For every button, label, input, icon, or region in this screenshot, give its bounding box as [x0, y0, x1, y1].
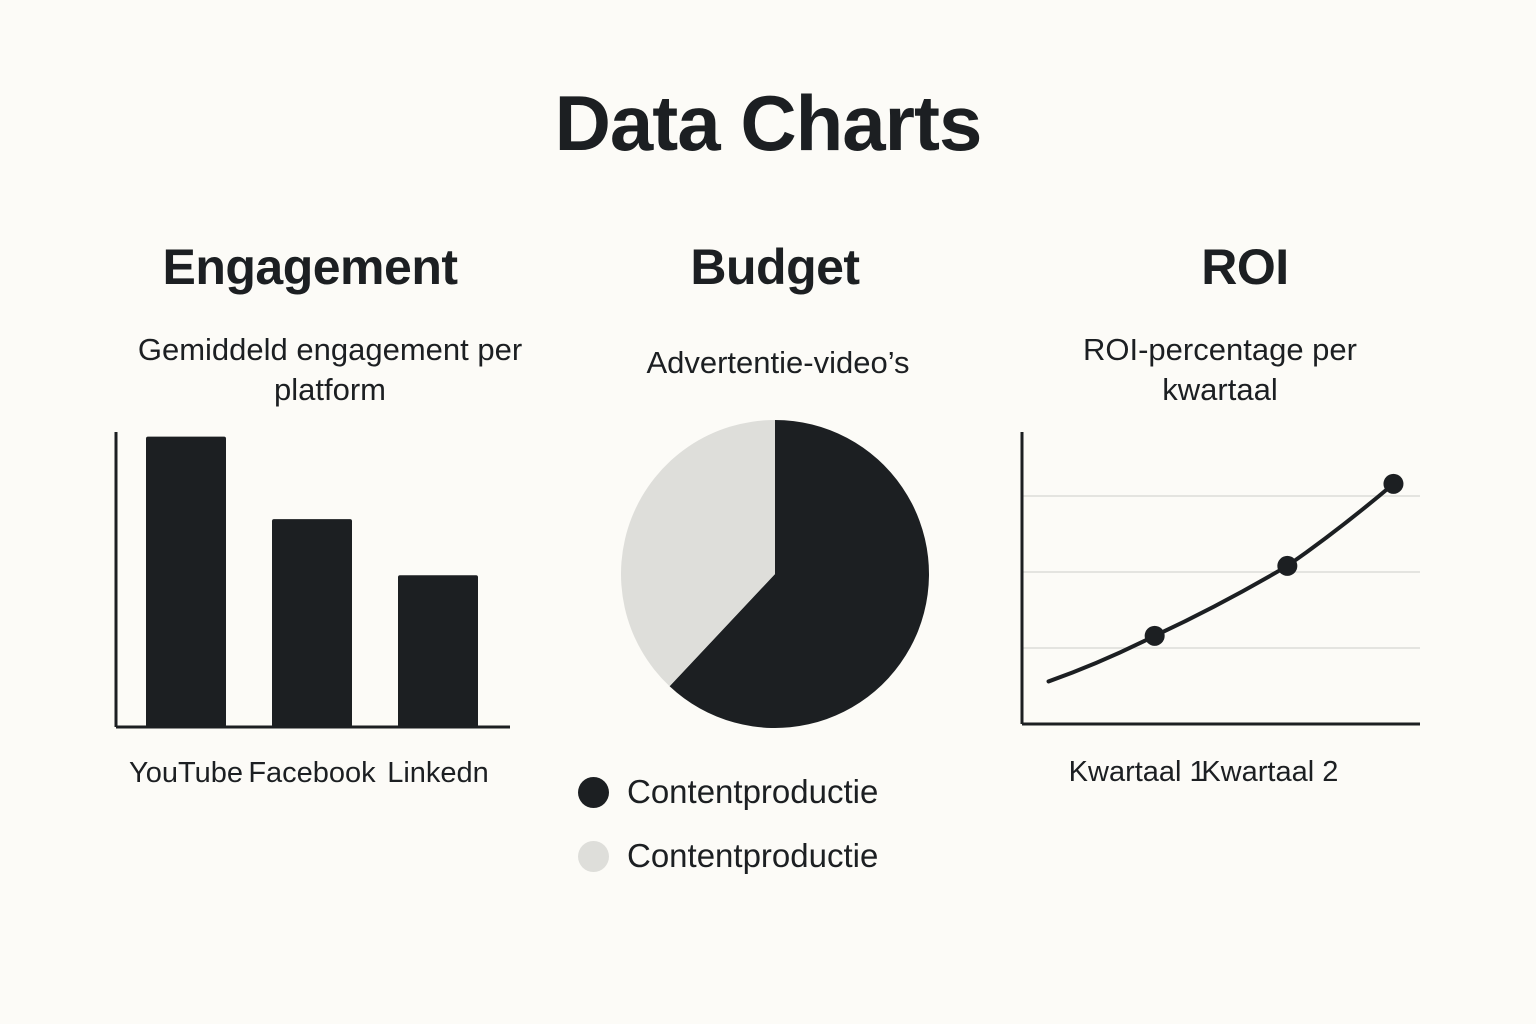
legend-swatch — [578, 840, 609, 872]
x-tick-label: Linkedn — [387, 757, 489, 789]
pie-slice-2 — [621, 420, 775, 687]
x-tick-label: YouTube — [129, 757, 243, 789]
roi-point — [1144, 625, 1165, 646]
x-tick-label: Facebook — [248, 757, 376, 789]
bar-facebook — [272, 519, 352, 727]
budget-legend: Contentproductie Contentproductie — [578, 760, 998, 888]
legend-item: Contentproductie — [578, 824, 998, 888]
roi-subtitle: ROI-percentage per kwartaal — [1083, 332, 1357, 407]
pie-slice-1 — [669, 420, 929, 728]
roi-series-line — [1046, 481, 1396, 684]
page-title: Data Charts — [554, 79, 983, 167]
bar-linkedn — [398, 575, 478, 727]
legend-label: Contentproductie — [627, 773, 879, 810]
roi-title: ROI — [1201, 239, 1289, 295]
roi-point — [1277, 555, 1298, 576]
roi-point — [1383, 473, 1404, 494]
engagement-title: Engagement — [162, 239, 458, 295]
budget-title: Budget — [690, 239, 860, 295]
bar-youtube — [146, 436, 226, 727]
legend-swatch — [578, 776, 609, 808]
engagement-subtitle: Gemiddeld engagement per platform — [137, 332, 523, 407]
legend-item: Contentproductie — [578, 760, 998, 824]
budget-pie-chart — [621, 420, 929, 728]
x-tick-label: Kwartaal 2 — [1201, 756, 1338, 788]
x-tick-label: Kwartaal 1 — [1069, 756, 1206, 788]
engagement-bar-chart: YouTube Facebook Linkedn — [114, 432, 510, 789]
legend-label: Contentproductie — [627, 837, 879, 874]
budget-subtitle: Advertentie-video’s — [646, 345, 910, 380]
